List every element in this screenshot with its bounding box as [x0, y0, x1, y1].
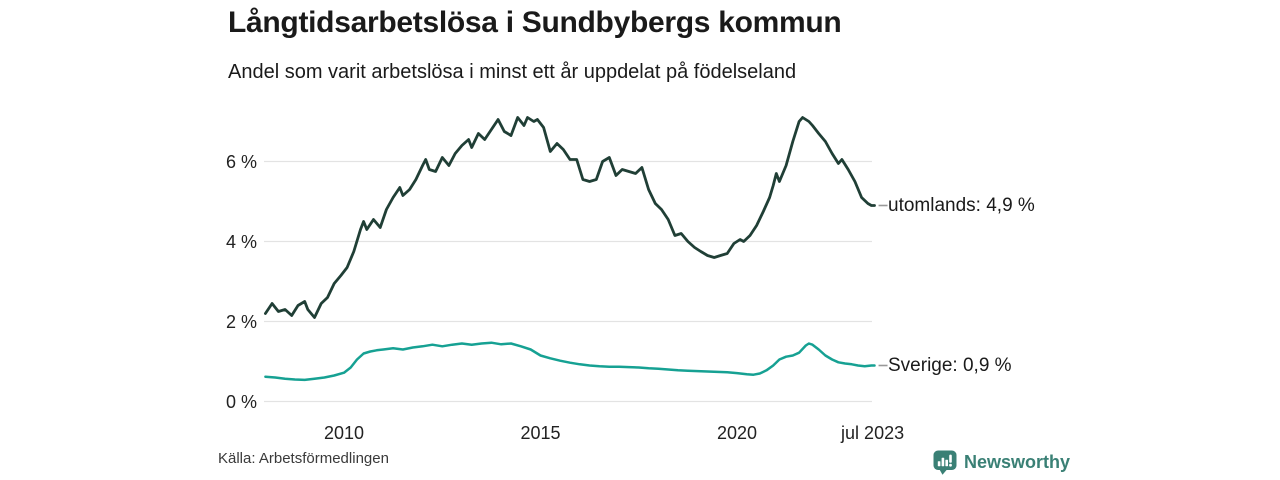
utomlands-line	[263, 116, 876, 319]
x-axis-tick-label: 2010	[323, 423, 365, 443]
series-label-sverige: Sverige: 0,9 %	[888, 354, 1012, 376]
newsworthy-chart-bubble-icon	[933, 450, 957, 475]
y-axis-tick-label: 2 %	[225, 311, 257, 332]
y-axis-tick-label: 0 %	[225, 391, 257, 412]
series-label-utomlands: utomlands: 4,9 %	[888, 194, 1035, 216]
brand-name: Newsworthy	[964, 452, 1071, 472]
source-note: Källa: Arbetsförmedlingen	[218, 450, 389, 467]
chart-subtitle: Andel som varit arbetslösa i minst ett å…	[228, 61, 797, 83]
newsworthy-logo: Newsworthy	[933, 450, 1070, 475]
x-axis-tick-label: jul 2023	[841, 423, 905, 443]
sverige-line	[264, 341, 876, 382]
y-axis-tick-label: 6 %	[225, 151, 257, 172]
x-axis-tick-label: 2020	[716, 423, 758, 443]
x-axis-tick-label: 2015	[520, 423, 561, 443]
chart-title: Långtidsarbetslösa i Sundbybergs kommun	[228, 6, 842, 39]
y-axis-tick-label: 4 %	[225, 231, 257, 252]
